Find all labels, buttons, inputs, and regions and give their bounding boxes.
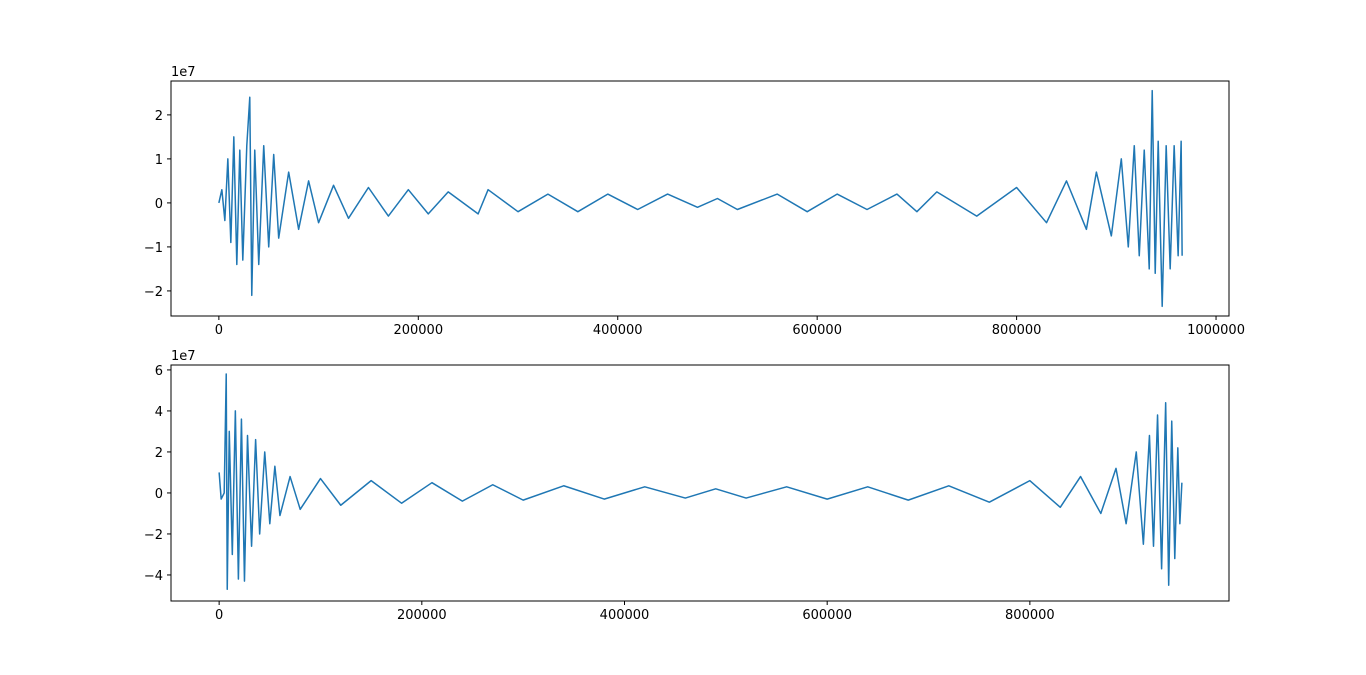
y-tick-label: 4 (155, 405, 163, 420)
y-tick-label: −2 (144, 285, 163, 300)
y-tick-label: 6 (155, 364, 163, 379)
offset-label: 1e7 (171, 349, 196, 364)
y-tick-label: 2 (155, 446, 163, 461)
waveform-line (218, 373, 1183, 591)
x-tick-label: 600000 (802, 608, 852, 623)
y-tick-label: −2 (144, 528, 163, 543)
y-tick-label: 0 (155, 197, 163, 212)
x-tick-label: 400000 (600, 608, 650, 623)
x-tick-label: 400000 (593, 323, 643, 338)
offset-label: 1e7 (171, 65, 196, 80)
y-tick-label: −4 (144, 569, 163, 584)
y-tick-label: 0 (155, 487, 163, 502)
x-tick-label: 600000 (792, 323, 842, 338)
plot-frame (170, 364, 1230, 602)
x-tick-label: 200000 (393, 323, 443, 338)
x-tick-label: 800000 (992, 323, 1042, 338)
x-tick-label: 0 (215, 323, 223, 338)
waveform-line (218, 89, 1183, 308)
y-tick-label: 2 (155, 109, 163, 124)
y-tick-label: −1 (144, 241, 163, 256)
x-tick-label: 200000 (397, 608, 447, 623)
plot-frame (170, 80, 1230, 317)
y-tick-label: 1 (155, 153, 163, 168)
x-tick-label: 1000000 (1187, 323, 1245, 338)
x-tick-label: 0 (215, 608, 223, 623)
x-tick-label: 800000 (1005, 608, 1055, 623)
